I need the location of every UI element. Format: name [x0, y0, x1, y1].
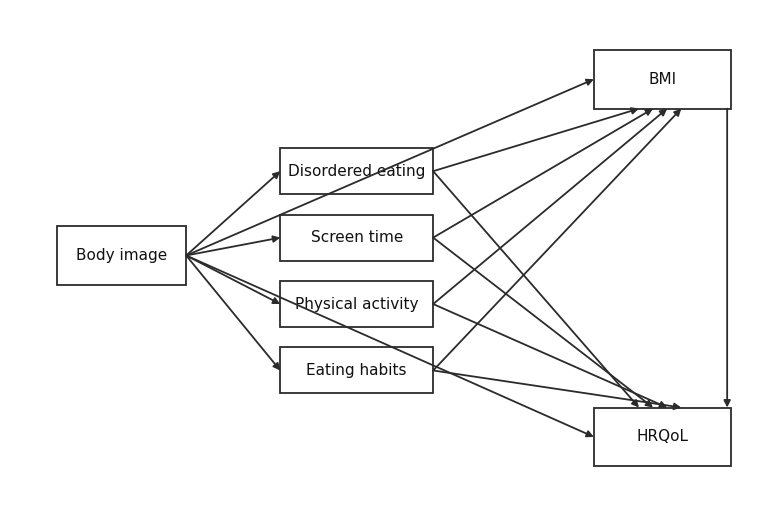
Text: Eating habits: Eating habits	[307, 363, 407, 378]
FancyBboxPatch shape	[594, 408, 731, 466]
Text: Disordered eating: Disordered eating	[288, 164, 426, 179]
FancyBboxPatch shape	[56, 226, 186, 285]
FancyBboxPatch shape	[281, 148, 433, 194]
FancyBboxPatch shape	[281, 281, 433, 327]
Text: Physical activity: Physical activity	[295, 296, 419, 312]
Text: BMI: BMI	[648, 72, 677, 87]
FancyBboxPatch shape	[281, 215, 433, 261]
FancyBboxPatch shape	[281, 347, 433, 393]
Text: Screen time: Screen time	[310, 230, 403, 245]
Text: HRQoL: HRQoL	[637, 429, 688, 445]
Text: Body image: Body image	[76, 248, 167, 263]
FancyBboxPatch shape	[594, 50, 731, 109]
